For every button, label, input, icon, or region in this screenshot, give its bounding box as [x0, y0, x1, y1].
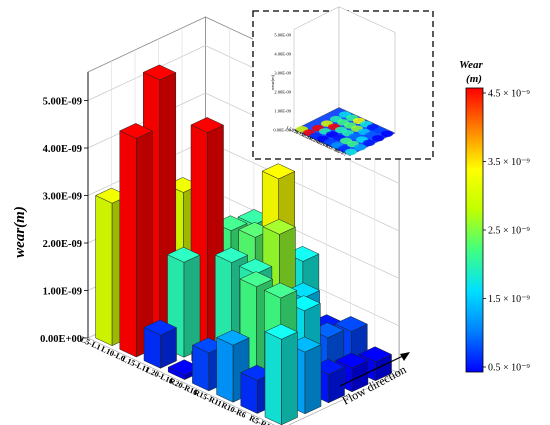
y-axis-ticks: 0.00E+00 1.00E-09 2.00E-09 3.00E-09 4.00E-09…: [40, 72, 89, 345]
bar-top-face: [261, 163, 296, 180]
colorbar-tick-label: 3.5 × 10⁻⁹: [488, 157, 530, 168]
y-axis-label: wear(m): [12, 206, 28, 258]
bar-front-face: [119, 130, 137, 358]
bar-top-face: [143, 319, 178, 336]
colorbar-tick-label: 2.5 × 10⁻⁹: [488, 226, 530, 237]
category-label: R5-R1: [248, 414, 272, 425]
bar-top-face: [358, 346, 393, 363]
bar-side-face: [304, 344, 322, 415]
bar-side-face: [136, 130, 153, 358]
colorbar: Wear (m) 4.5 × 10⁻⁹ 3.5 × 10⁻⁹ 2.5 × 10⁻⁹ 1.5…: [459, 59, 530, 374]
flow-arrow-head: [400, 352, 410, 361]
inset-category-label: R10-R6: [325, 143, 341, 154]
inset-category-label: L15-L11: [296, 130, 312, 141]
bar-top-face: [214, 247, 249, 263]
bar: [119, 123, 153, 358]
y-tick-label: 0.00E+00: [40, 334, 82, 345]
y-tick-label: 5.00E-09: [43, 97, 82, 108]
inset-heat-cell: [381, 130, 393, 137]
bar-top-face: [142, 64, 177, 81]
bar: [264, 323, 299, 425]
inset-category-label: L20-L16: [303, 133, 320, 145]
colorbar-unit: (m): [466, 73, 482, 85]
bar-top-face: [286, 282, 321, 299]
inset-heat-cell: [372, 135, 384, 142]
bar-top-face: [262, 219, 296, 235]
inset-heat-cell: [354, 144, 366, 151]
bar-top-face: [238, 258, 273, 275]
inset-y-tick-label: 0.00E+00: [273, 128, 291, 133]
inset-category-label: L5-L1: [286, 125, 299, 134]
bar-top-face: [264, 323, 299, 340]
inset-y-tick-label: 4.00E-09: [274, 52, 291, 57]
bar-top-face: [263, 282, 298, 299]
bar-front-face: [264, 331, 282, 425]
y-tick-label: 3.00E-09: [43, 192, 82, 203]
bar-front-face: [95, 195, 113, 347]
bar-top-face: [166, 246, 201, 263]
inset-heat-cell: [345, 148, 357, 155]
inset-y-tick-label: 2.00E-09: [274, 90, 291, 95]
inset-y-axis-label: wear(m): [270, 74, 275, 90]
bar-top-face: [334, 316, 368, 332]
inset-y-tick-label: 1.00E-09: [274, 109, 291, 114]
bar: [143, 319, 178, 369]
bar-top-face: [190, 117, 225, 133]
bar-top-face: [216, 329, 250, 346]
y-tick-label: 1.00E-09: [43, 287, 82, 298]
bars: [95, 64, 393, 425]
y-tick-label: 4.00E-09: [43, 144, 82, 155]
colorbar-title: Wear: [459, 59, 483, 71]
inset-category-label: L10-L6: [291, 127, 306, 138]
inset-y-tick-label: 3.00E-09: [274, 71, 291, 76]
bar-top-face: [119, 123, 153, 139]
colorbar-tick-label: 4.5 × 10⁻⁹: [488, 89, 530, 100]
flow-arrow: [339, 354, 406, 387]
colorbar-tick-label: 0.5 × 10⁻⁹: [488, 363, 530, 374]
colorbar-tick-label: 1.5 × 10⁻⁹: [488, 294, 530, 305]
inset-category-label: R20-R16: [309, 136, 327, 148]
inset-category-label: R5-R1: [334, 147, 347, 157]
bar-front-face: [192, 344, 210, 392]
inset-heat-cell: [363, 139, 375, 146]
bar-side-face: [183, 254, 201, 358]
bar-top-face: [239, 271, 274, 287]
inset-y-tick-label: 5.00E-09: [274, 33, 291, 38]
bar: [166, 246, 201, 358]
y-tick-label: 2.00E-09: [43, 239, 82, 250]
inset-plot: 0.00E+00 1.00E-09 2.00E-09 3.00E-09 4.00E-09…: [252, 6, 434, 160]
bar-top-face: [334, 352, 369, 369]
inset-category-label: R15-R11: [316, 139, 333, 150]
colorbar-gradient: [465, 87, 484, 373]
bar-front-face: [216, 337, 234, 403]
bar-side-face: [281, 331, 298, 425]
